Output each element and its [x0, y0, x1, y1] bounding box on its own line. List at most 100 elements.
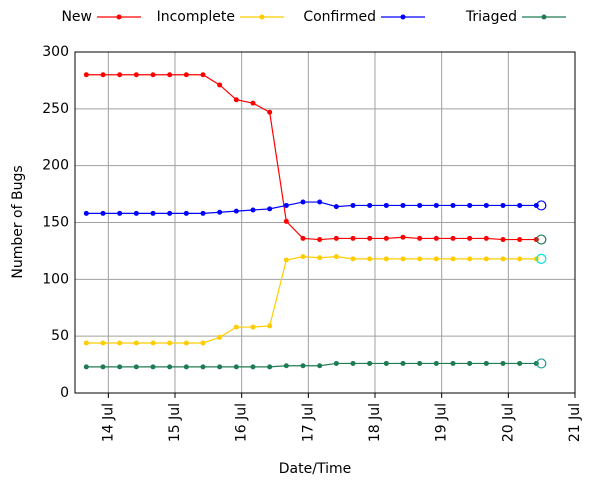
data-point — [133, 72, 139, 78]
data-point — [200, 210, 206, 216]
y-tick-label: 250 — [42, 101, 69, 117]
legend-label: New — [61, 9, 92, 25]
x-tick-label: 15 Jul — [167, 403, 183, 442]
data-point — [383, 202, 389, 208]
data-point — [283, 202, 289, 208]
data-point — [233, 97, 239, 103]
data-point — [333, 235, 339, 241]
data-point — [250, 207, 256, 213]
data-point — [483, 235, 489, 241]
data-point — [133, 210, 139, 216]
data-point — [517, 256, 523, 262]
data-point — [383, 360, 389, 366]
data-point — [400, 256, 406, 262]
legend-swatch-point — [116, 14, 122, 20]
data-point — [83, 340, 89, 346]
data-point — [167, 340, 173, 346]
data-point — [133, 340, 139, 346]
plot-frame — [74, 51, 576, 394]
data-point — [367, 360, 373, 366]
data-point — [483, 202, 489, 208]
y-axis-label: Number of Bugs — [10, 165, 26, 278]
y-tick-label: 300 — [42, 44, 69, 60]
data-point — [233, 208, 239, 214]
legend-label: Triaged — [465, 9, 517, 25]
data-point — [150, 364, 156, 370]
data-point — [133, 364, 139, 370]
x-tick-label: 18 Jul — [367, 403, 383, 442]
data-point — [500, 360, 506, 366]
x-tick-label: 14 Jul — [100, 403, 116, 442]
legend-label: Incomplete — [157, 9, 235, 25]
data-point — [117, 210, 123, 216]
y-tick-label: 200 — [42, 158, 69, 174]
x-tick-label: 21 Jul — [567, 403, 583, 442]
legend-swatch-point — [259, 14, 265, 20]
data-point — [267, 323, 273, 329]
data-point — [400, 202, 406, 208]
data-point — [467, 360, 473, 366]
end-marker — [536, 200, 547, 211]
end-marker — [536, 358, 547, 369]
data-point — [467, 256, 473, 262]
data-point — [217, 82, 223, 88]
data-point — [117, 72, 123, 78]
data-point — [383, 235, 389, 241]
data-point — [100, 72, 106, 78]
data-point — [267, 109, 273, 115]
data-point — [383, 256, 389, 262]
data-point — [300, 254, 306, 260]
data-point — [433, 235, 439, 241]
data-point — [267, 206, 273, 212]
data-point — [217, 364, 223, 370]
data-point — [417, 256, 423, 262]
data-point — [450, 235, 456, 241]
data-point — [83, 210, 89, 216]
data-point — [117, 340, 123, 346]
x-tick-label: 16 Jul — [234, 403, 250, 442]
data-point — [100, 210, 106, 216]
data-point — [400, 360, 406, 366]
data-point — [333, 254, 339, 260]
y-tick-label: 150 — [42, 215, 69, 231]
x-tick-label: 19 Jul — [434, 403, 450, 442]
data-point — [100, 340, 106, 346]
y-tick-label: 0 — [60, 385, 69, 401]
data-point — [83, 72, 89, 78]
data-point — [483, 256, 489, 262]
data-point — [250, 364, 256, 370]
data-point — [150, 210, 156, 216]
data-point — [283, 257, 289, 263]
data-point — [517, 202, 523, 208]
data-point — [367, 256, 373, 262]
data-point — [517, 360, 523, 366]
data-point — [150, 72, 156, 78]
data-point — [317, 255, 323, 261]
y-tick-label: 50 — [51, 328, 69, 344]
data-point — [400, 234, 406, 240]
data-point — [367, 235, 373, 241]
legend-label: Confirmed — [303, 9, 376, 25]
data-point — [317, 199, 323, 205]
data-point — [183, 210, 189, 216]
data-point — [167, 210, 173, 216]
series-line — [86, 362, 537, 368]
data-point — [450, 360, 456, 366]
y-tick-label: 100 — [42, 271, 69, 287]
data-point — [233, 324, 239, 330]
data-point — [200, 364, 206, 370]
data-point — [183, 72, 189, 78]
data-point — [483, 360, 489, 366]
data-point — [517, 237, 523, 243]
data-point — [250, 100, 256, 106]
data-point — [283, 363, 289, 369]
data-point — [300, 363, 306, 369]
data-point — [417, 360, 423, 366]
data-point — [317, 363, 323, 369]
data-point — [300, 199, 306, 205]
data-point — [417, 235, 423, 241]
legend-swatch-point — [541, 14, 547, 20]
series-line — [86, 201, 537, 215]
data-point — [167, 364, 173, 370]
data-point — [283, 218, 289, 224]
